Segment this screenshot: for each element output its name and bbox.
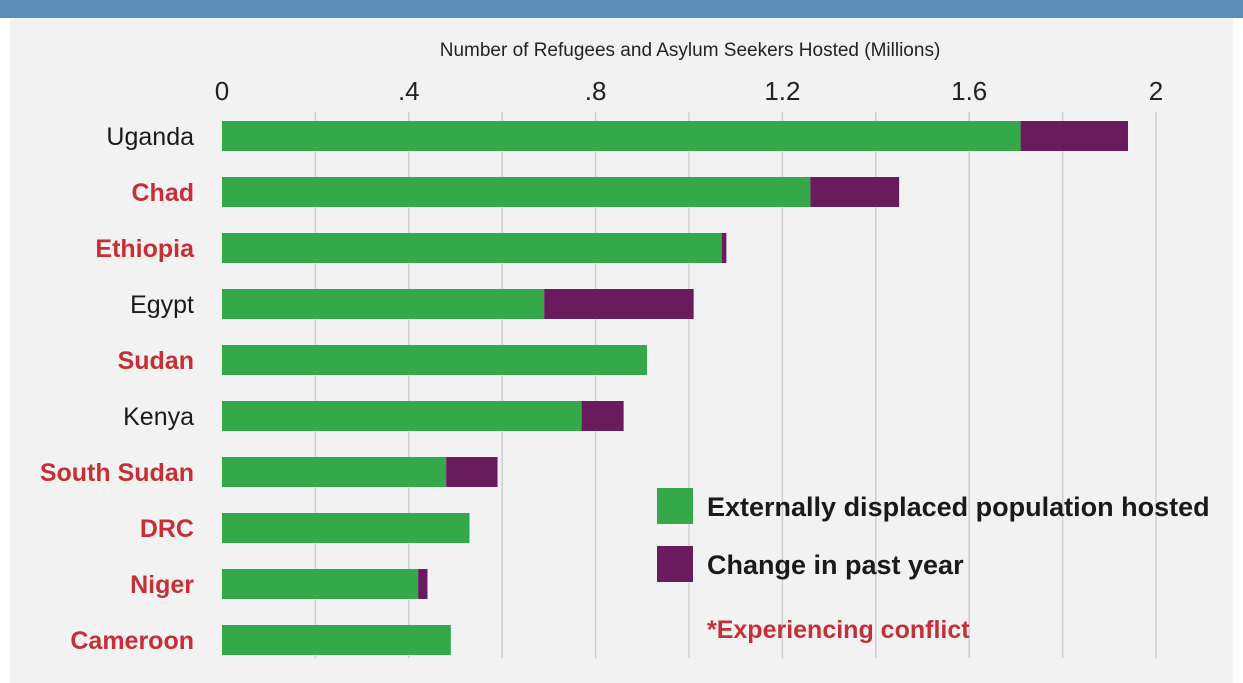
category-label: South Sudan (40, 459, 194, 487)
bar-change (544, 289, 694, 319)
top-band (0, 0, 1243, 18)
category-label: Sudan (118, 347, 194, 375)
category-label: Niger (130, 571, 194, 599)
x-tick-label: 1.2 (764, 76, 800, 106)
axis-title: Number of Refugees and Asylum Seekers Ho… (440, 40, 941, 61)
category-label: Chad (132, 179, 195, 207)
legend-swatch-purple (657, 546, 693, 582)
bar-displaced (222, 177, 811, 207)
x-tick-label: .8 (585, 76, 607, 106)
bar-displaced (222, 569, 419, 599)
category-label: Ethiopia (95, 235, 195, 263)
bar-displaced (222, 513, 470, 543)
category-label: DRC (140, 515, 194, 543)
bar-change (446, 457, 498, 487)
x-tick-label: 1.6 (951, 76, 987, 106)
bar-displaced (222, 625, 451, 655)
x-tick-labels: 0 .4 .8 1.2 1.6 2 (215, 76, 1163, 106)
bar-change (1020, 121, 1128, 151)
bar-displaced (222, 345, 647, 375)
conflict-note: *Experiencing conflict (707, 616, 970, 644)
category-label: Egypt (130, 291, 194, 319)
category-label: Cameroon (70, 627, 194, 655)
x-tick-label: .4 (398, 76, 420, 106)
bar-displaced (222, 289, 545, 319)
category-label: Uganda (106, 123, 194, 151)
bar-displaced (222, 233, 722, 263)
legend-swatch-green (657, 488, 693, 524)
bar-change (810, 177, 900, 207)
bar-change (721, 233, 727, 263)
bar-displaced (222, 457, 447, 487)
x-tick-label: 2 (1149, 76, 1163, 106)
category-labels: Uganda Chad Ethiopia Egypt Sudan Kenya South S… (40, 123, 195, 655)
category-label: Kenya (123, 403, 194, 431)
bar-displaced (222, 121, 1021, 151)
bar-change (581, 401, 624, 431)
legend-label-purple: Change in past year (707, 550, 964, 580)
bar-change (418, 569, 428, 599)
bar-displaced (222, 401, 582, 431)
bars (222, 121, 1128, 655)
x-tick-label: 0 (215, 76, 229, 106)
legend-label-green: Externally displaced population hosted (707, 492, 1210, 522)
